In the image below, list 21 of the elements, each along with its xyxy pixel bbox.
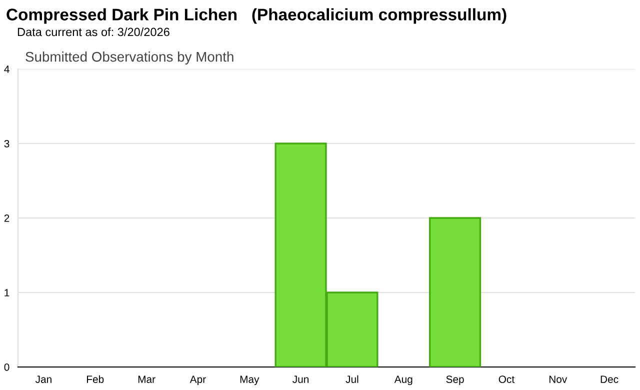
x-tick-label: Apr — [190, 376, 206, 386]
x-tick-label: Sep — [446, 376, 464, 386]
chart-title: Compressed Dark Pin Lichen (Phaeocalicium compressullum) — [6, 8, 506, 24]
y-tick-label: 2 — [4, 214, 10, 222]
text: Submitted Observations by Month — [26, 52, 234, 64]
x-tick-label: Dec — [600, 376, 618, 383]
x-tick-label: May — [240, 376, 260, 386]
y-tick-label: 4 — [4, 66, 10, 73]
bar — [429, 217, 482, 367]
y-tick-label: 0 — [4, 364, 10, 371]
x-tick-label: Jan — [35, 376, 52, 383]
chart-subtitle: Data current as of: 3/20/2026 — [18, 28, 170, 36]
x-tick-label: Mar — [138, 376, 156, 383]
x-tick-label: Jun — [292, 376, 309, 383]
x-tick-label: Feb — [87, 375, 104, 383]
y-tick-label: 3 — [4, 140, 10, 148]
x-tick-label: Aug — [394, 376, 412, 386]
x-tick-label: Jul — [346, 375, 358, 383]
x-tick-label: Oct — [498, 376, 514, 383]
y-tick-label: 1 — [4, 289, 10, 296]
x-tick-label: Nov — [549, 376, 568, 383]
